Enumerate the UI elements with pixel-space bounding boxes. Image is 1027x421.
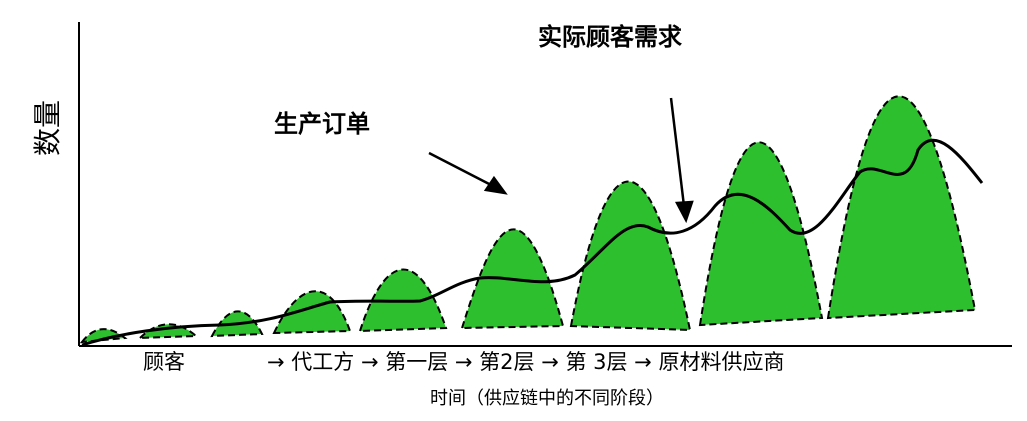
y-axis-label: 数量	[31, 100, 64, 156]
demand-annotation: 实际顾客需求	[538, 23, 682, 51]
order-peaks	[79, 95, 977, 344]
peak-8	[698, 141, 824, 327]
stage-customer: 顾客	[143, 350, 185, 374]
stage-chain: → 代工方 → 第一层 → 第2层 → 第 3层 → 原材料供应商	[267, 350, 784, 374]
demand-curve	[81, 138, 984, 347]
arrow-head-orders	[483, 175, 508, 195]
orders-annotation: 生产订单	[274, 110, 370, 138]
peak-7	[569, 180, 692, 332]
peak-1	[79, 328, 128, 344]
peak-9	[826, 95, 977, 320]
annotation-arrows	[428, 97, 694, 224]
arrow-head-demand	[674, 200, 694, 224]
x-axis-label: 时间（供应链中的不同阶段）	[430, 388, 664, 409]
peak-4	[272, 290, 352, 335]
